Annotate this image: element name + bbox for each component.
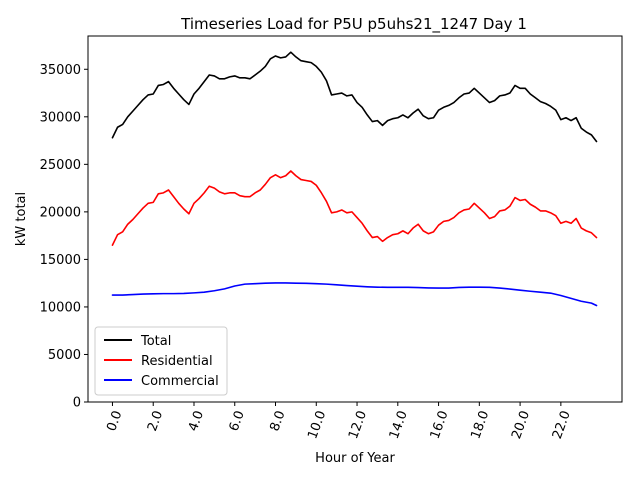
x-tick-label: 10.0 [305, 409, 329, 441]
plot-series-group [111, 51, 598, 307]
series-line-commercial [111, 282, 598, 307]
y-tick-label: 10000 [40, 300, 81, 315]
x-tick-label: 20.0 [509, 409, 533, 441]
x-tick-label: 12.0 [346, 409, 370, 441]
x-axis-label: Hour of Year [315, 451, 395, 466]
legend-label-total: Total [140, 334, 171, 349]
x-tick-label: 18.0 [468, 409, 492, 441]
y-axis-label: kW total [14, 192, 29, 246]
x-tick-label: 8.0 [267, 409, 288, 434]
x-tick-label: 16.0 [428, 409, 452, 441]
x-tick-label: 6.0 [227, 409, 248, 434]
y-tick-label: 30000 [40, 110, 81, 125]
x-axis: 0.0 2.0 4.0 6.0 8.0 10.0 12.0 14.0 16.0 18.0 20.0 2… [104, 402, 574, 441]
y-tick-label: 35000 [40, 63, 81, 78]
x-tick-label: 4.0 [186, 409, 207, 434]
y-tick-label: 0 [73, 396, 81, 411]
x-tick-label: 2.0 [145, 409, 166, 434]
legend-label-commercial: Commercial [141, 374, 219, 389]
series-line-residential [111, 170, 598, 246]
x-tick-label: 0.0 [104, 409, 125, 434]
y-tick-label: 20000 [40, 205, 81, 220]
x-tick-label: 14.0 [387, 409, 411, 441]
series-line-total [111, 51, 598, 143]
chart-title: Timeseries Load for P5U p5uhs21_1247 Day… [180, 15, 527, 34]
legend: Total Residential Commercial [94, 326, 228, 396]
legend-label-residential: Residential [141, 354, 213, 369]
y-tick-label: 25000 [40, 158, 81, 173]
plot-frame [87, 35, 623, 403]
y-axis: 0 5000 10000 15000 20000 25000 30000 35000 [40, 63, 88, 411]
y-tick-label: 5000 [48, 348, 81, 363]
x-tick-label: 22.0 [550, 409, 574, 441]
y-tick-label: 15000 [40, 253, 81, 268]
legend-box [94, 326, 228, 396]
